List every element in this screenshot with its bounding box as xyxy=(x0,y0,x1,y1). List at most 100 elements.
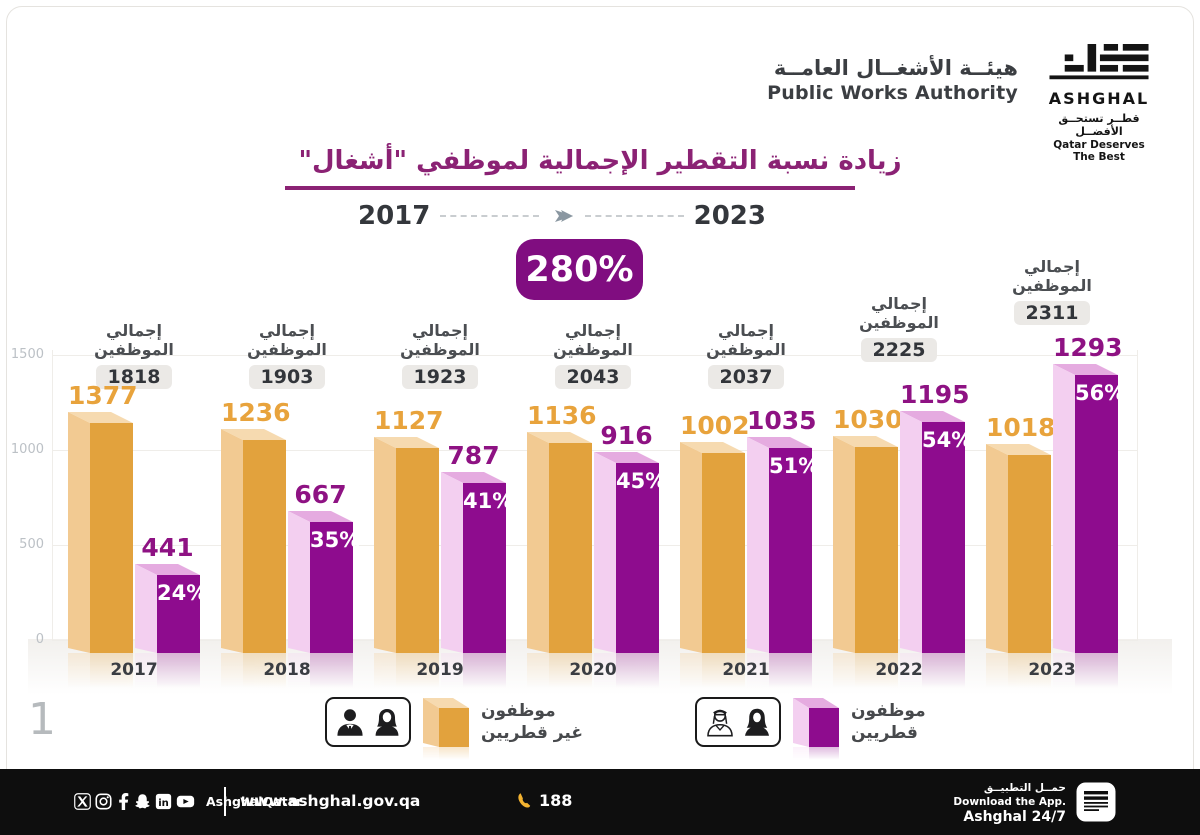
bar-top-face xyxy=(527,432,592,443)
svg-text:in: in xyxy=(158,798,169,809)
year-label: 2022 xyxy=(875,660,923,680)
bar-front-face xyxy=(243,440,286,653)
facebook-icon[interactable] xyxy=(116,793,130,810)
bar-top-face xyxy=(221,429,286,440)
page-number: 1 xyxy=(28,694,56,745)
total-employees-header: إجمالي الموظفين 1818 xyxy=(79,321,189,389)
tagline-arabic: قطــر تستحــق الأفضــل xyxy=(1058,112,1140,138)
bar-non-qatari-2017 xyxy=(68,412,133,697)
total-employees-label: إجمالي الموظفين xyxy=(400,321,480,359)
website-link[interactable]: www.ashghal.gov.qa xyxy=(240,792,421,810)
bar-side-face xyxy=(833,436,855,653)
bar-reflection xyxy=(135,653,200,697)
phone-icon xyxy=(518,793,531,808)
ashghal-emblem-icon xyxy=(1049,44,1149,80)
app-name: Ashghal 24/7 xyxy=(963,809,1066,825)
x-icon[interactable] xyxy=(74,793,91,810)
total-employees-label: إجمالي الموظفين xyxy=(553,321,633,359)
year-group-2023: إجمالي الموظفين 2311 1018 1293 56% 2023 xyxy=(986,250,1126,710)
year-group-2017: إجمالي الموظفين 1818 1377 441 24% 2017 xyxy=(68,250,208,710)
org-name-arabic: هيئــة الأشغــال العامــة xyxy=(773,56,1018,80)
bar-front-face xyxy=(702,453,745,653)
year-range: 2017 2023 xyxy=(358,201,766,231)
bar-qatari-2019: 41% xyxy=(441,472,514,697)
qatari-value-label: 441 xyxy=(141,533,194,562)
qatari-woman-icon xyxy=(744,708,769,736)
y-axis-tick: 1500 xyxy=(10,347,44,362)
bar-reflection xyxy=(68,653,133,697)
total-employees-label: إجمالي الموظفين xyxy=(1012,257,1092,295)
bar-top-face xyxy=(288,511,353,522)
bar-front-face xyxy=(769,448,812,653)
bar-non-qatari-2019 xyxy=(374,437,439,697)
bar-reflection xyxy=(680,653,745,697)
ashghal-app-icon[interactable] xyxy=(1076,782,1116,822)
qatarization-percent-label: 35% xyxy=(310,528,361,552)
bar-side-face xyxy=(1053,364,1075,653)
linkedin-icon[interactable]: in xyxy=(155,793,172,810)
legend-cube-purple xyxy=(793,698,839,763)
bar-qatari-2021: 51% xyxy=(747,437,819,697)
bar-front-face xyxy=(90,423,133,653)
expat-employees-icon xyxy=(325,697,411,747)
bar-top-face xyxy=(374,437,439,448)
qatarization-percent-label: 24% xyxy=(157,581,208,605)
bar-side-face xyxy=(527,432,549,653)
tagline-english: Qatar Deserves The Best xyxy=(1053,139,1145,163)
bar-reflection xyxy=(1053,653,1118,697)
qatarization-bar-chart: 0 500 1000 1500 إجمالي الموظفين 1818 1377 44… xyxy=(0,250,1200,710)
bar-reflection xyxy=(527,653,592,697)
businessman-icon xyxy=(336,709,363,736)
legend-label-qatari: موظفون قطريين xyxy=(851,701,926,744)
total-employees-header: إجمالي الموظفين 2311 xyxy=(997,257,1107,325)
legend-non-qatari: موظفون غير قطريين xyxy=(325,697,583,763)
bar-front-face xyxy=(855,447,898,653)
bar-reflection xyxy=(374,653,439,697)
qatari-value-label: 1035 xyxy=(747,406,817,435)
page-title: زيادة نسبة التقطير الإجمالية لموظفي "أشغ… xyxy=(298,146,902,176)
bar-side-face xyxy=(747,437,769,653)
bar-front-face xyxy=(549,443,592,653)
bar-top-face xyxy=(68,412,133,423)
year-group-2022: إجمالي الموظفين 2225 1030 1195 54% 2022 xyxy=(833,250,972,710)
bar-non-qatari-2018 xyxy=(221,429,286,697)
qatarization-percent-label: 56% xyxy=(1075,381,1126,405)
bar-top-face xyxy=(986,444,1051,455)
bar-top-face xyxy=(441,472,506,483)
growth-percentage-badge: 280% xyxy=(516,239,643,300)
qatari-man-icon xyxy=(706,709,733,737)
legend-cube-orange xyxy=(423,698,469,763)
bar-qatari-2017: 24% xyxy=(135,564,208,697)
bar-side-face xyxy=(374,437,396,653)
legend-label-non-qatari: موظفون غير قطريين xyxy=(481,701,583,744)
org-name-english: Public Works Authority xyxy=(767,82,1018,104)
year-label: 2019 xyxy=(416,660,464,680)
non-qatari-value-label: 1018 xyxy=(986,413,1056,442)
businesswoman-icon xyxy=(375,708,398,736)
year-label: 2018 xyxy=(263,660,311,680)
total-employees-badge: 2225 xyxy=(860,337,938,362)
instagram-icon[interactable] xyxy=(95,793,112,810)
year-label: 2021 xyxy=(722,660,770,680)
bar-qatari-2018: 35% xyxy=(288,511,361,697)
footer-divider xyxy=(224,787,226,816)
bar-side-face xyxy=(135,564,157,653)
total-employees-header: إجمالي الموظفين 1903 xyxy=(232,321,342,389)
range-start-year: 2017 xyxy=(358,201,431,231)
qatarization-percent-label: 41% xyxy=(463,489,514,513)
dashed-line xyxy=(585,215,684,217)
youtube-icon[interactable] xyxy=(176,793,195,810)
bar-non-qatari-2021 xyxy=(680,442,745,697)
non-qatari-value-label: 1377 xyxy=(68,381,138,410)
bar-qatari-2023: 56% xyxy=(1053,364,1126,697)
snapchat-icon[interactable] xyxy=(134,793,151,810)
year-group-2021: إجمالي الموظفين 2037 1002 1035 51% 2021 xyxy=(680,250,819,710)
bar-front-face xyxy=(396,448,439,653)
legend-qatari: موظفون قطريين xyxy=(695,697,926,763)
bar-qatari-2022: 54% xyxy=(900,411,972,697)
social-handle[interactable]: AshghalQatar xyxy=(206,794,303,809)
app-download: حمــل التطبيــق Download the App. Ashgha… xyxy=(953,782,1066,825)
phone-number[interactable]: 188 xyxy=(539,791,573,810)
bar-reflection xyxy=(900,653,965,697)
qatari-value-label: 787 xyxy=(447,441,500,470)
